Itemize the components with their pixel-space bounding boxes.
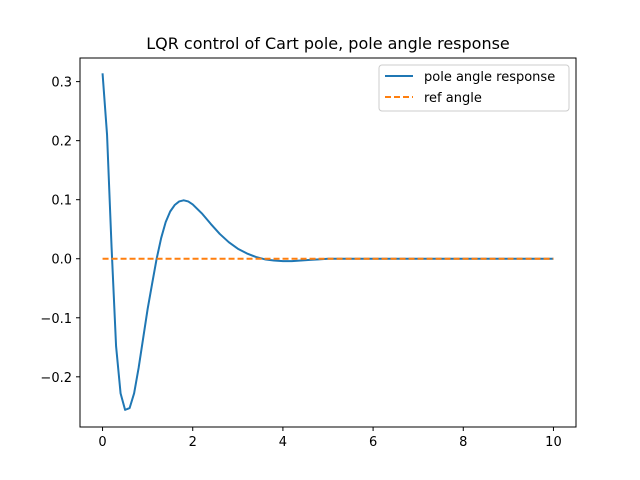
legend: pole angle response ref angle [378,64,570,112]
axis-ticks: 0 2 4 6 8 10 −0.2 −0.1 0.0 0.1 0.2 0.3 [40,76,561,450]
x-tick-label: 0 [98,435,106,450]
x-tick-label: 10 [545,435,562,450]
x-tick-label: 4 [279,435,287,450]
x-tick-label: 2 [189,435,197,450]
axes-frame [79,57,577,428]
y-tick-label: 0.0 [51,253,72,268]
plot-area [101,73,554,411]
y-tick-label: 0.2 [51,135,72,150]
x-tick-label: 8 [459,435,467,450]
x-tick-label: 6 [369,435,377,450]
legend-label-pole-angle-response: pole angle response [424,70,555,85]
y-tick-label: 0.1 [51,194,72,209]
y-tick-label: −0.2 [40,371,72,386]
y-tick-label: −0.1 [40,312,72,327]
legend-box [378,64,570,112]
legend-label-ref-angle: ref angle [424,91,482,106]
y-tick-label: 0.3 [51,76,72,91]
chart-title: LQR control of Cart pole, pole angle res… [146,34,510,53]
